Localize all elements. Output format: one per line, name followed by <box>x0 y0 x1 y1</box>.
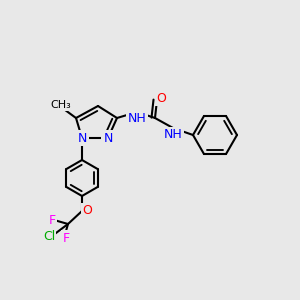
Text: N: N <box>77 131 87 145</box>
Text: O: O <box>82 205 92 218</box>
Text: N: N <box>103 131 113 145</box>
Text: CH₃: CH₃ <box>51 100 71 110</box>
Text: NH: NH <box>164 128 182 142</box>
Text: NH: NH <box>128 112 146 124</box>
Text: O: O <box>156 92 166 104</box>
Text: F: F <box>48 214 56 226</box>
Text: Cl: Cl <box>43 230 55 242</box>
Text: F: F <box>62 232 70 244</box>
